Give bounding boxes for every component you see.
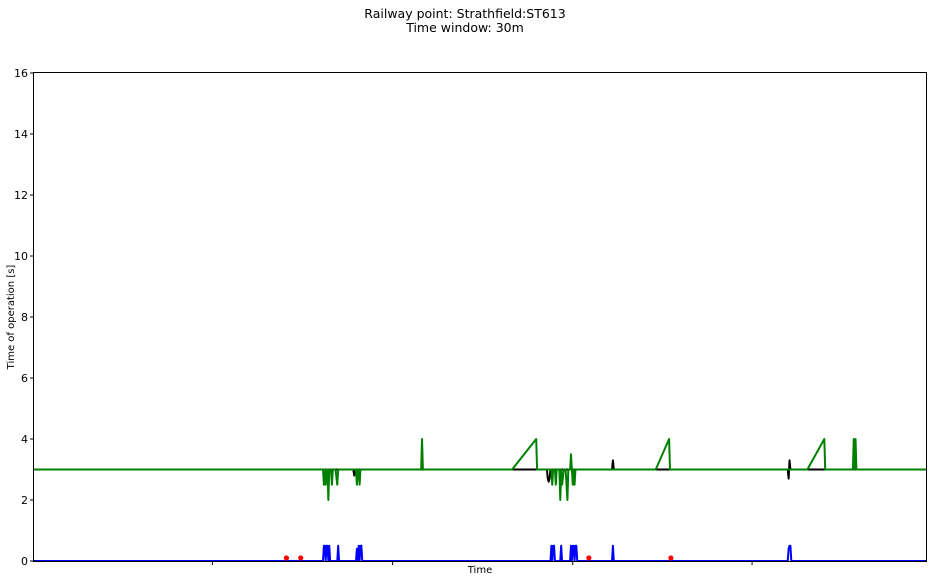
y-tick-label: 12	[14, 189, 28, 202]
y-tick-label: 14	[14, 128, 28, 141]
y-tick-label: 10	[14, 250, 28, 263]
y-tick-label: 6	[21, 372, 28, 385]
series-2-line	[34, 544, 926, 562]
chart-title-line-1: Railway point: Strathfield:ST613	[364, 6, 565, 21]
plot-frame	[33, 72, 927, 562]
series-3-point	[298, 555, 304, 561]
plot-series	[34, 438, 926, 562]
x-axis-label: Time	[467, 565, 492, 576]
y-tick-label: 16	[14, 67, 28, 80]
chart-title-line-2: Time window: 30m	[405, 20, 524, 35]
series-0-line	[34, 459, 926, 483]
series-3-point	[586, 555, 592, 561]
x-axis-ticks	[211, 561, 753, 565]
y-axis-ticks: 0 2 4 6 8 10 12 14 16	[14, 67, 34, 568]
y-axis-label: Time of operation [s]	[6, 265, 17, 371]
y-tick-label: 4	[21, 433, 28, 446]
y-tick-label: 8	[21, 311, 28, 324]
series-1-line	[34, 438, 926, 501]
y-tick-label: 0	[21, 555, 28, 568]
y-tick-label: 2	[21, 494, 28, 507]
series-3-point	[668, 555, 674, 561]
series-3-point	[283, 555, 290, 561]
